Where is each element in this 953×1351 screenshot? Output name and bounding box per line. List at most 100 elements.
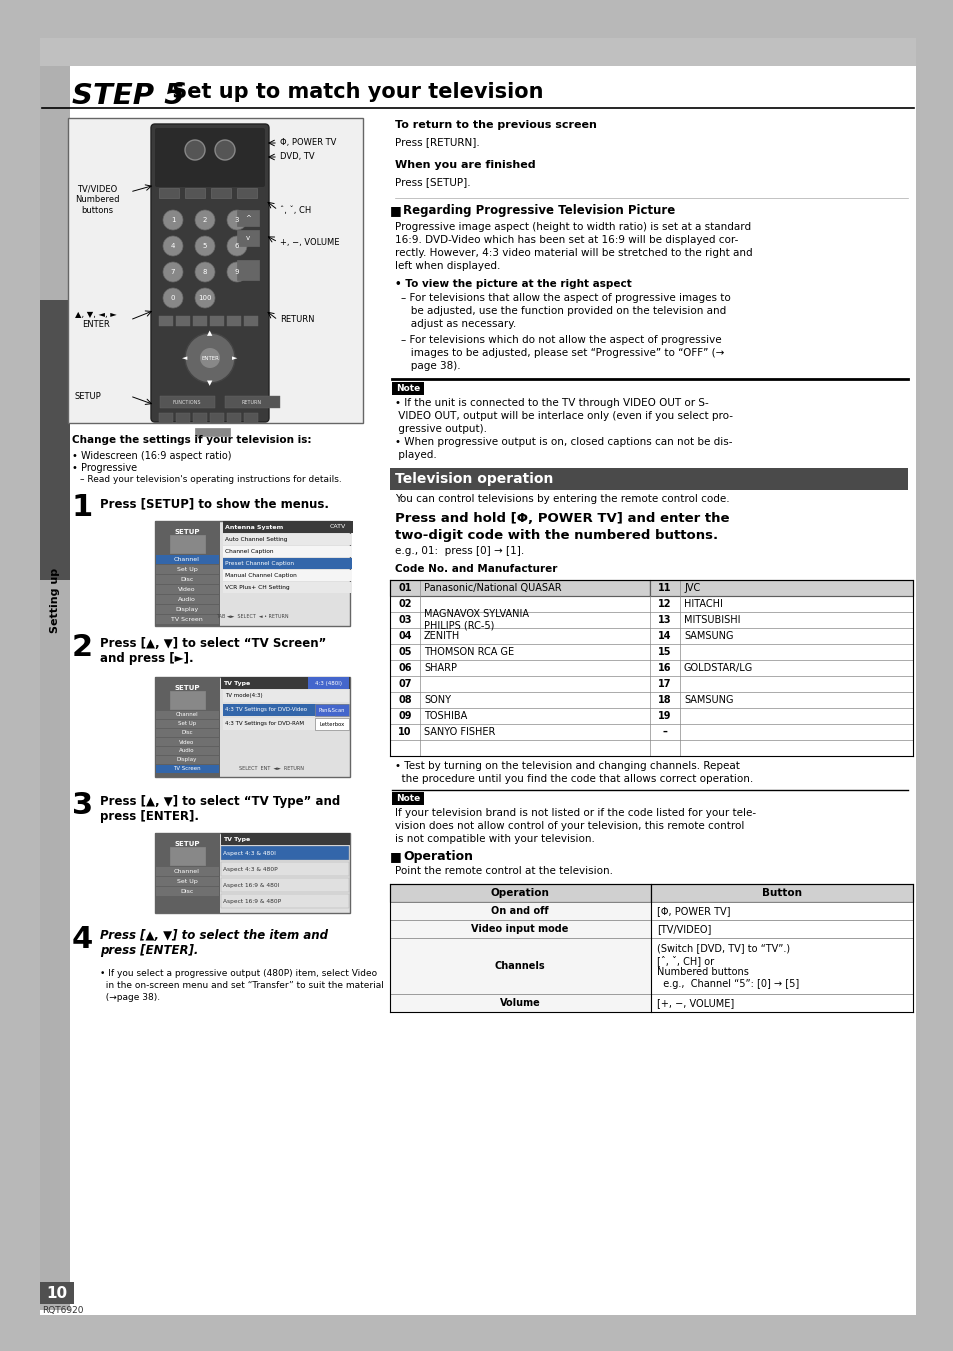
Bar — [223, 717, 349, 730]
Circle shape — [227, 236, 247, 255]
Bar — [236, 230, 258, 246]
Text: 3: 3 — [234, 218, 239, 223]
Text: Press [▲, ▼] to select “TV Screen”
and press [►].: Press [▲, ▼] to select “TV Screen” and p… — [100, 638, 326, 665]
Bar — [193, 316, 207, 326]
Bar — [223, 546, 352, 557]
Circle shape — [227, 209, 247, 230]
Text: 01: 01 — [397, 584, 412, 593]
Bar — [221, 677, 350, 689]
Bar — [156, 711, 219, 719]
Bar — [159, 413, 172, 423]
Text: 5: 5 — [203, 243, 207, 249]
Text: 19: 19 — [658, 711, 671, 721]
Text: TV Screen: TV Screen — [173, 766, 200, 771]
Text: –: – — [662, 727, 667, 738]
Bar — [156, 720, 219, 728]
Text: ■: ■ — [390, 850, 401, 863]
Text: is not compatible with your television.: is not compatible with your television. — [395, 834, 595, 844]
Text: Auto Channel Setting: Auto Channel Setting — [225, 536, 287, 542]
Text: TAB ◄►  SELECT  ◄ • RETURN: TAB ◄► SELECT ◄ • RETURN — [215, 613, 288, 619]
Bar — [390, 920, 650, 938]
Text: rectly. However, 4:3 video material will be stretched to the right and: rectly. However, 4:3 video material will… — [395, 249, 752, 258]
Circle shape — [163, 288, 183, 308]
Text: • If the unit is connected to the TV through VIDEO OUT or S-: • If the unit is connected to the TV thr… — [395, 399, 708, 408]
Text: Channel: Channel — [175, 712, 198, 717]
Text: page 38).: page 38). — [400, 361, 460, 372]
Bar — [40, 66, 70, 1310]
Bar — [236, 188, 256, 199]
Text: VCR Plus+ CH Setting: VCR Plus+ CH Setting — [225, 585, 290, 590]
Bar — [390, 902, 650, 920]
Text: 8: 8 — [203, 269, 207, 276]
Text: SHARP: SHARP — [423, 663, 456, 673]
Bar — [223, 570, 352, 581]
Text: Aspect 4:3 & 480I: Aspect 4:3 & 480I — [223, 851, 275, 855]
Text: JVC: JVC — [683, 584, 700, 593]
Text: ◄: ◄ — [182, 355, 188, 361]
Bar — [154, 677, 350, 777]
Text: vision does not allow control of your television, this remote control: vision does not allow control of your te… — [395, 821, 743, 831]
Text: 10: 10 — [397, 727, 412, 738]
Bar — [40, 1310, 915, 1315]
Circle shape — [194, 236, 214, 255]
Text: CATV: CATV — [330, 524, 346, 530]
Text: Set Up: Set Up — [176, 880, 197, 884]
Text: 18: 18 — [658, 694, 671, 705]
FancyBboxPatch shape — [151, 124, 269, 422]
Text: 02: 02 — [397, 598, 412, 609]
Circle shape — [214, 141, 234, 159]
Circle shape — [185, 332, 234, 382]
Text: Aspect 16:9 & 480I: Aspect 16:9 & 480I — [223, 882, 279, 888]
Text: 16: 16 — [658, 663, 671, 673]
Bar — [154, 521, 220, 626]
Bar — [650, 920, 912, 938]
Text: Manual Channel Caption: Manual Channel Caption — [225, 573, 296, 578]
Text: Code No. and Manufacturer: Code No. and Manufacturer — [395, 563, 557, 574]
Text: 11: 11 — [658, 584, 671, 593]
Text: You can control televisions by entering the remote control code.: You can control televisions by entering … — [395, 494, 729, 504]
Bar — [156, 757, 219, 765]
Text: Audio: Audio — [179, 748, 194, 754]
Bar — [650, 902, 912, 920]
Text: HITACHI: HITACHI — [683, 598, 722, 609]
Text: Press [SETUP].: Press [SETUP]. — [395, 177, 470, 186]
Text: Press [RETURN].: Press [RETURN]. — [395, 136, 479, 147]
Bar — [649, 580, 912, 596]
Text: 14: 14 — [658, 631, 671, 640]
Text: Progressive image aspect (height to width ratio) is set at a standard: Progressive image aspect (height to widt… — [395, 222, 750, 232]
Text: RETURN: RETURN — [242, 400, 262, 404]
Text: 3: 3 — [71, 790, 93, 820]
Bar — [227, 413, 241, 423]
Circle shape — [194, 288, 214, 308]
Bar — [194, 428, 230, 436]
Circle shape — [194, 209, 214, 230]
Text: adjust as necessary.: adjust as necessary. — [400, 319, 516, 330]
Text: Aspect 4:3 & 480P: Aspect 4:3 & 480P — [223, 866, 277, 871]
Bar — [390, 994, 650, 1012]
Text: Letterbox: Letterbox — [319, 721, 344, 727]
Bar — [244, 316, 257, 326]
Text: ▲, ▼, ◄, ►
ENTER: ▲, ▼, ◄, ► ENTER — [75, 309, 116, 330]
Text: Button: Button — [761, 888, 801, 898]
Text: • Widescreen (16:9 aspect ratio): • Widescreen (16:9 aspect ratio) — [71, 451, 232, 461]
Text: 08: 08 — [397, 694, 412, 705]
Text: 13: 13 — [658, 615, 671, 626]
Bar — [390, 884, 650, 902]
Text: (Switch [DVD, TV] to “TV”.)
[ˆ, ˇ, CH] or
Numbered buttons
  e.g.,  Channel “5”:: (Switch [DVD, TV] to “TV”.) [ˆ, ˇ, CH] o… — [657, 943, 799, 989]
Text: 9: 9 — [234, 269, 239, 276]
Text: Preset Channel Caption: Preset Channel Caption — [225, 561, 294, 566]
Text: Set Up: Set Up — [176, 567, 197, 571]
Bar — [156, 576, 219, 584]
Text: 16:9. DVD-Video which has been set at 16:9 will be displayed cor-: 16:9. DVD-Video which has been set at 16… — [395, 235, 738, 245]
Text: • Test by turning on the television and changing channels. Repeat: • Test by turning on the television and … — [395, 761, 740, 771]
Bar — [156, 738, 219, 746]
FancyBboxPatch shape — [154, 128, 265, 186]
Bar — [223, 534, 352, 544]
Text: ►: ► — [233, 355, 237, 361]
Text: – Read your television's operating instructions for details.: – Read your television's operating instr… — [80, 476, 341, 484]
Text: 2: 2 — [71, 634, 93, 662]
Text: ZENITH: ZENITH — [423, 631, 459, 640]
Bar — [170, 847, 205, 865]
Text: • To view the picture at the right aspect: • To view the picture at the right aspec… — [395, 280, 631, 289]
Text: [TV/VIDEO]: [TV/VIDEO] — [657, 924, 711, 934]
